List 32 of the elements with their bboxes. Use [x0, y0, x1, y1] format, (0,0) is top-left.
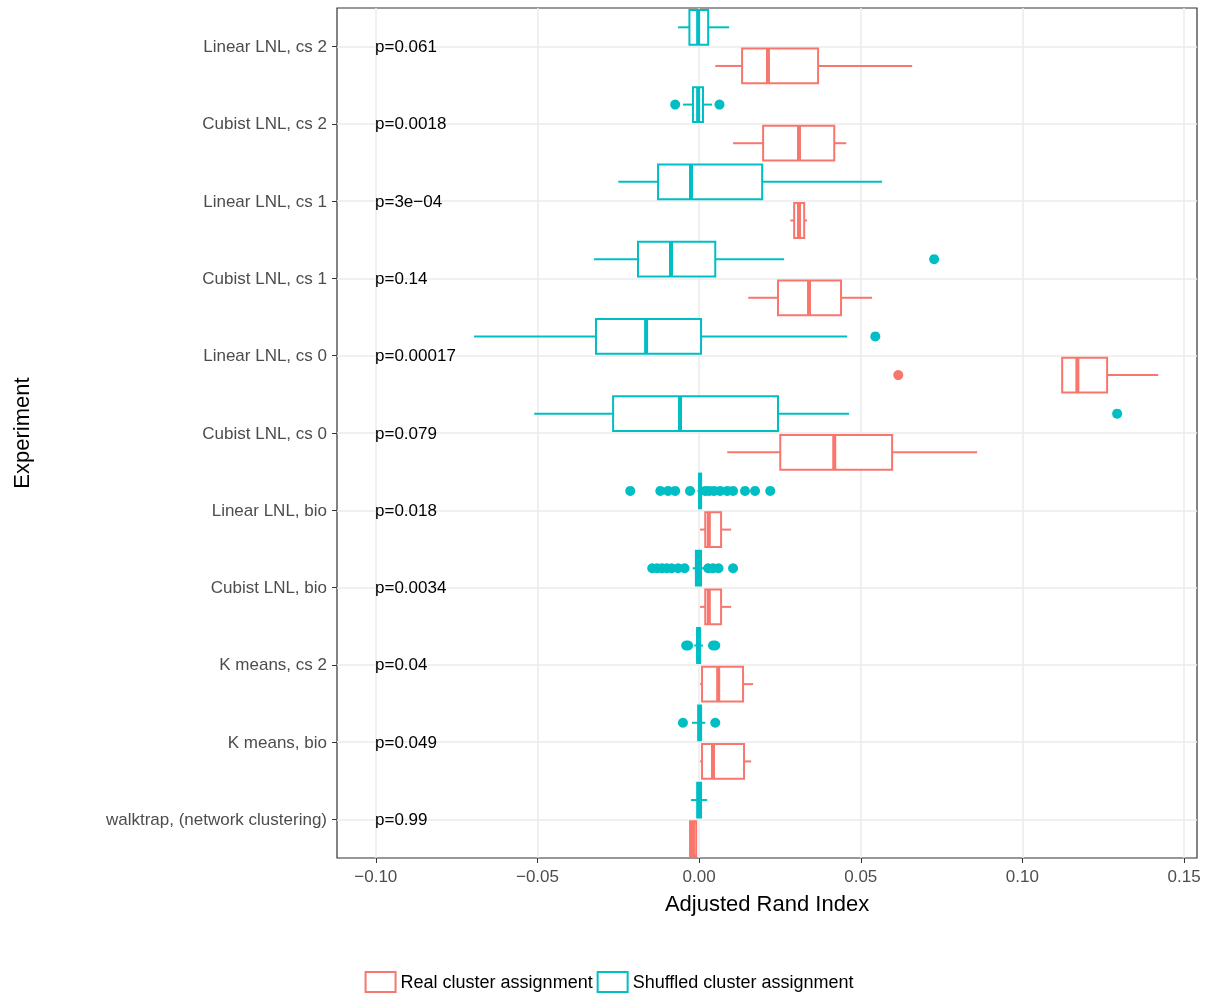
y-axis-title: Experiment — [8, 377, 34, 489]
annotation: p=3e−04 — [375, 191, 443, 211]
annotation: p=0.04 — [375, 655, 428, 675]
x-tick-label: 0.15 — [1167, 867, 1201, 886]
y-tick-label: walktrap, (network clustering) — [104, 809, 327, 829]
annotation: p=0.079 — [375, 423, 437, 443]
y-tick-label: K means, cs 2 — [219, 655, 327, 675]
x-axis-title: Adjusted Rand Index — [664, 890, 870, 916]
y-tick-label: Linear LNL, cs 0 — [203, 346, 327, 366]
annotation: p=0.0034 — [375, 578, 447, 598]
y-tick-label: Cubist LNL, bio — [210, 578, 327, 598]
y-tick-label: Cubist LNL, cs 0 — [202, 423, 327, 443]
y-tick-label: K means, bio — [227, 732, 327, 752]
legend-label: Shuffled cluster assignment — [632, 972, 854, 992]
x-tick-label: −0.05 — [515, 867, 559, 886]
annotation: p=0.0018 — [375, 114, 447, 134]
annotation: p=0.018 — [375, 500, 437, 520]
x-tick-label: −0.10 — [354, 867, 398, 886]
y-tick-label: Linear LNL, cs 2 — [203, 37, 327, 57]
annotation: p=0.061 — [375, 37, 437, 57]
y-tick-label: Linear LNL, bio — [211, 500, 327, 520]
annotation: p=0.99 — [375, 809, 428, 829]
x-tick-label: 0.10 — [1005, 867, 1039, 886]
annotation: p=0.049 — [375, 732, 437, 752]
x-tick-label: 0.05 — [844, 867, 878, 886]
legend-label: Real cluster assignment — [400, 972, 593, 992]
annotation: p=0.14 — [375, 268, 428, 288]
annotation: p=0.00017 — [375, 346, 456, 366]
x-tick-label: 0.00 — [682, 867, 716, 886]
y-tick-label: Cubist LNL, cs 2 — [202, 114, 327, 134]
y-tick-label: Cubist LNL, cs 1 — [202, 268, 327, 288]
y-tick-label: Linear LNL, cs 1 — [203, 191, 327, 211]
